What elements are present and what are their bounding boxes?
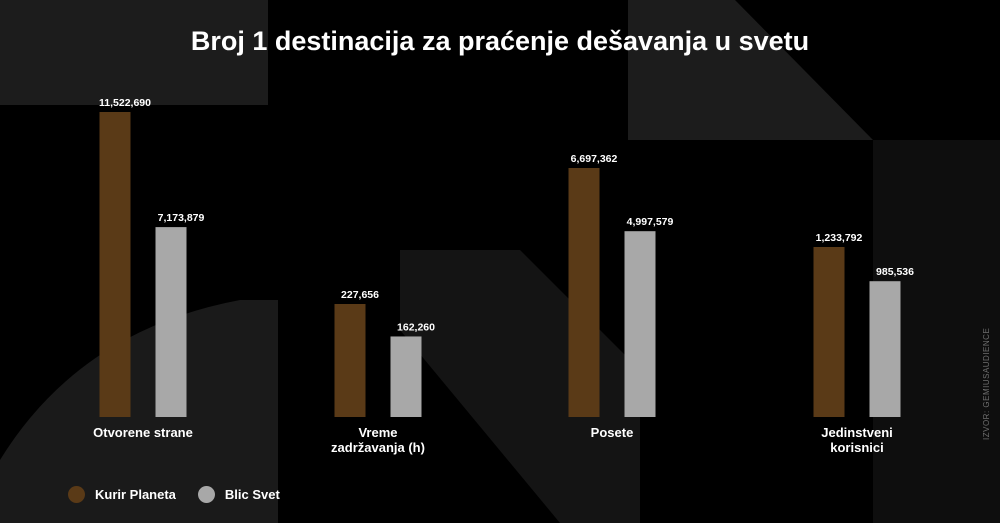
legend-label-kurir: Kurir Planeta bbox=[95, 487, 176, 502]
bar-blic-2 bbox=[624, 231, 656, 417]
value-label-kurir-2: 6,697,362 bbox=[571, 153, 618, 165]
chart-title: Broj 1 destinacija za praćenje dešavanja… bbox=[190, 26, 810, 56]
category-label-line: Otvorene strane bbox=[93, 425, 193, 440]
value-label-kurir-0: 11,522,690 bbox=[99, 97, 151, 109]
category-label-1: Vreme zadržavanja (h) bbox=[298, 425, 458, 455]
legend: Kurir Planeta Blic Svet bbox=[68, 486, 302, 503]
bar-kurir-2 bbox=[568, 168, 600, 417]
legend-item-kurir: Kurir Planeta bbox=[68, 486, 176, 503]
legend-swatch-kurir bbox=[68, 486, 85, 503]
category-label-line: Posete bbox=[590, 425, 634, 440]
value-label-blic-0: 7,173,879 bbox=[158, 212, 205, 224]
value-label-blic-2: 4,997,579 bbox=[627, 216, 674, 228]
legend-swatch-blic bbox=[197, 486, 215, 503]
category-label-2: Posete bbox=[532, 425, 692, 440]
bar-kurir-0 bbox=[99, 112, 131, 417]
bar-blic-3 bbox=[869, 281, 901, 417]
category-label-line: korisnici bbox=[830, 440, 884, 455]
bar-blic-1 bbox=[390, 336, 422, 417]
category-label-line: Vreme bbox=[358, 425, 398, 440]
category-label-line: Jedinstveni bbox=[821, 425, 893, 440]
legend-item-blic: Blic Svet bbox=[197, 486, 280, 503]
value-label-blic-3: 985,536 bbox=[876, 266, 914, 278]
value-label-kurir-3: 1,233,792 bbox=[816, 232, 863, 244]
legend-label-blic: Blic Svet bbox=[224, 487, 280, 502]
value-label-blic-1: 162,260 bbox=[397, 321, 435, 333]
category-label-0: Otvorene strane bbox=[63, 425, 223, 440]
bar-kurir-1 bbox=[334, 304, 366, 417]
source-note: IZVOR: GEMIUSAUDIENCE bbox=[982, 327, 991, 440]
bar-blic-0 bbox=[155, 227, 187, 417]
category-label-line: zadržavanja (h) bbox=[331, 440, 425, 455]
value-label-kurir-1: 227,656 bbox=[341, 289, 379, 301]
bar-kurir-3 bbox=[813, 247, 845, 417]
category-label-3: Jedinstveni korisnici bbox=[777, 425, 937, 455]
